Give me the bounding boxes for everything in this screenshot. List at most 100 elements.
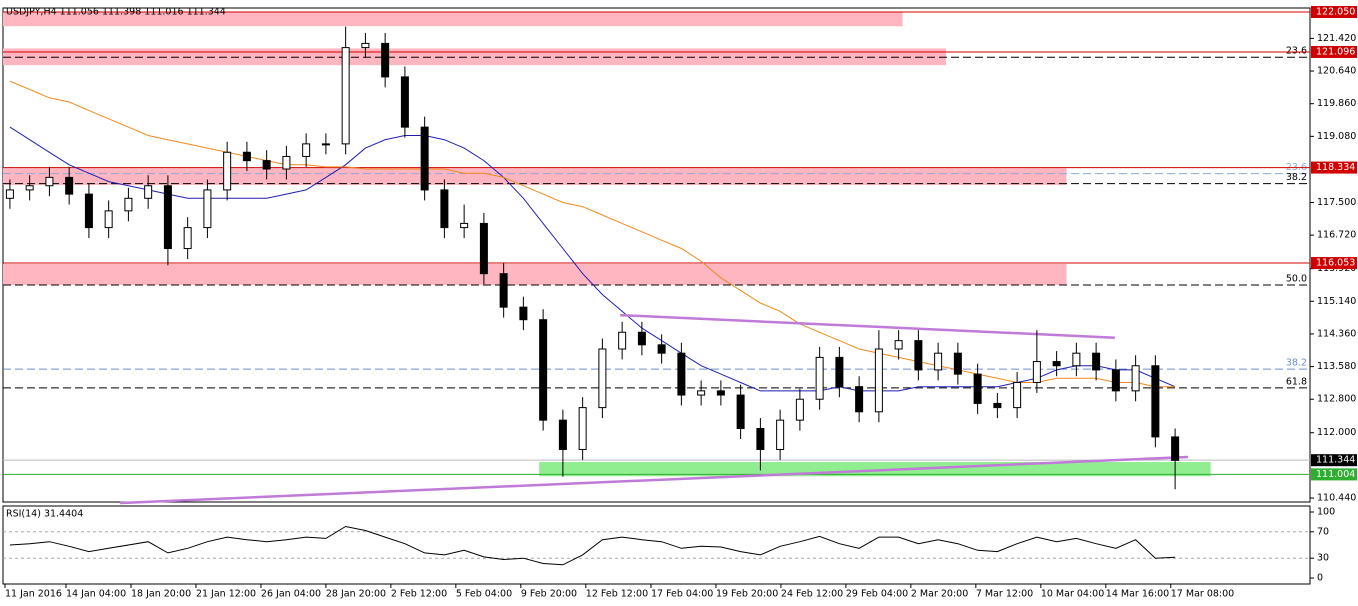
price-box [1311, 454, 1357, 467]
candle-body [973, 373, 982, 404]
candle-body [420, 126, 429, 191]
y-tick-label: 117.500 [1317, 197, 1356, 208]
candle-body [1171, 436, 1180, 461]
price-box [1311, 45, 1357, 58]
x-tick-label: 14 Jan 04:00 [66, 589, 126, 600]
main-panel [2, 7, 1311, 503]
x-tick-label: 5 Feb 04:00 [456, 589, 512, 600]
x-tick-label: 11 Jan 2016 [5, 589, 62, 600]
trendline [620, 313, 1115, 339]
rsi-tick-label: 30 [1317, 553, 1329, 564]
candle-body [124, 197, 133, 212]
x-tick-label: 17 Feb 04:00 [651, 589, 713, 600]
candle-body [282, 155, 291, 170]
moving-average [9, 126, 1176, 392]
x-tick-label: 21 Jan 12:00 [196, 589, 256, 600]
candle-body [776, 419, 785, 450]
price-box-label: 111.344 [1316, 455, 1355, 466]
candle-body [716, 390, 725, 396]
price-box [1311, 257, 1357, 270]
rsi-tick-label: 0 [1317, 572, 1323, 583]
candle-body [1092, 352, 1101, 371]
y-tick-label: 121.420 [1317, 33, 1356, 44]
y-tick-label: 110.440 [1317, 493, 1356, 504]
x-tick-label: 19 Feb 20:00 [716, 589, 778, 600]
candle-body [1131, 365, 1140, 392]
x-tick-label: 10 Mar 04:00 [1041, 589, 1104, 600]
y-tick-label: 119.080 [1317, 131, 1356, 142]
candle-body [1032, 361, 1041, 383]
candle-body [795, 398, 804, 421]
candle-body [223, 151, 232, 191]
candle-body [163, 185, 172, 250]
candle-body [440, 189, 449, 229]
x-tick-label: 24 Feb 12:00 [781, 589, 843, 600]
y-tick-label: 113.580 [1317, 361, 1356, 372]
candle-body [1072, 352, 1081, 367]
candle-body [697, 390, 706, 396]
candle-body [5, 189, 14, 199]
candle-body [874, 348, 883, 413]
rsi-tick-label: 100 [1317, 507, 1335, 518]
zone [539, 462, 1211, 477]
fib-label: 38.2 [1286, 358, 1307, 369]
candle-body [756, 428, 765, 450]
x-tick-label: 14 Mar 16:00 [1106, 589, 1169, 600]
y-tick-label: 120.640 [1317, 66, 1356, 77]
candle-body [144, 185, 153, 199]
candle-body [479, 222, 488, 275]
candle-body [381, 42, 390, 78]
candle-body [499, 273, 508, 308]
trendline [119, 455, 1189, 505]
candle-body [657, 344, 666, 354]
fib-label: 61.8 [1286, 376, 1307, 387]
fib-label: 50.0 [1286, 273, 1307, 284]
candle-body [321, 143, 330, 146]
x-tick-label: 29 Feb 04:00 [846, 589, 908, 600]
candle-body [894, 340, 903, 350]
candle-body [578, 407, 587, 450]
candle-body [815, 356, 824, 400]
candle-body [460, 222, 469, 229]
x-tick-label: 9 Feb 20:00 [521, 589, 577, 600]
candle-body [539, 319, 548, 421]
y-tick-label: 112.000 [1317, 427, 1356, 438]
price-box [1311, 468, 1357, 481]
x-tick-label: 26 Jan 04:00 [261, 589, 321, 600]
price-box-label: 118.334 [1316, 162, 1355, 173]
y-tick-label: 119.860 [1317, 98, 1356, 109]
candle-body [302, 143, 311, 157]
x-tick-label: 28 Jan 20:00 [326, 589, 386, 600]
candle-body [25, 185, 34, 191]
candle-body [677, 352, 686, 396]
y-tick-label: 114.360 [1317, 328, 1356, 339]
price-box-label: 111.004 [1316, 469, 1355, 480]
candle-body [361, 42, 370, 49]
candle-body [341, 47, 350, 145]
candle-body [1111, 369, 1120, 392]
candle-body [183, 227, 192, 250]
rsi-line [9, 525, 1176, 566]
candle-body [104, 210, 113, 229]
price-box-label: 122.050 [1316, 7, 1355, 18]
x-tick-label: 17 Mar 08:00 [1171, 589, 1234, 600]
candle-body [1013, 381, 1022, 409]
price-box-label: 121.096 [1316, 46, 1355, 57]
rsi-label: RSI(14) 31.4404 [6, 509, 83, 520]
y-tick-label: 112.800 [1317, 394, 1356, 405]
x-tick-label: 12 Feb 12:00 [586, 589, 648, 600]
candle-body [855, 386, 864, 413]
candle-body [1052, 361, 1061, 367]
zone [3, 168, 1067, 185]
candle-body [1151, 365, 1160, 438]
chart-title: USDJPY,H4 111.056 111.398 111.016 111.34… [6, 7, 226, 18]
candle-body [242, 151, 251, 162]
candle-body [262, 160, 271, 170]
price-box [1311, 6, 1357, 19]
candle-body [953, 352, 962, 375]
fib-label: 38.2 [1286, 172, 1307, 183]
candle-body [400, 76, 409, 128]
candle-body [993, 402, 1002, 409]
candle-body [519, 306, 528, 321]
